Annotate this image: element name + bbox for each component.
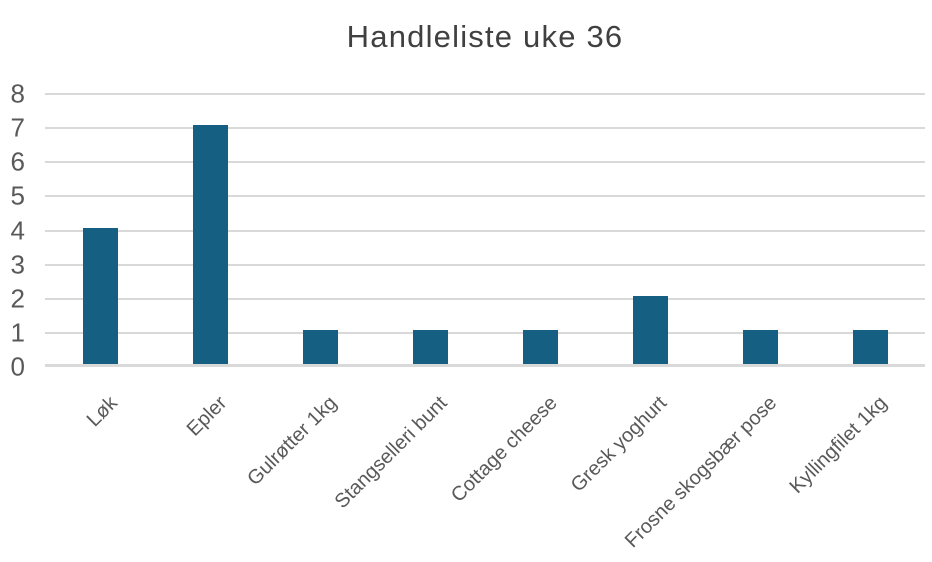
y-tick-label: 4 [10, 214, 25, 245]
y-tick-label: 1 [10, 317, 25, 348]
bar-gulrøtter-1kg [302, 329, 338, 364]
x-category-label: Stangselleri bunt [330, 392, 452, 513]
bar-kyllingfilet-1kg [852, 329, 888, 364]
gridline [45, 263, 925, 266]
x-category-label: Gresk yoghurt [567, 392, 672, 497]
gridline [45, 93, 925, 95]
bar-epler [192, 125, 228, 364]
gridline [45, 195, 925, 198]
y-tick-label: 7 [10, 112, 25, 143]
gridline [45, 297, 925, 300]
bar-løk [82, 227, 118, 364]
x-category-label: Cottage cheese [446, 392, 562, 507]
x-category-label: Gulrøtter 1kg [243, 392, 342, 491]
y-tick-label: 5 [10, 180, 25, 211]
gridline [45, 161, 925, 164]
bar-frosne-skogsbær-pose [742, 329, 778, 364]
bar-gresk-yoghurt [632, 295, 668, 364]
y-tick-label: 3 [10, 249, 25, 280]
bar-stangselleri-bunt [412, 329, 448, 364]
x-axis: Løk Epler Gulrøtter 1kg Stangselleri bunt Co… [0, 367, 932, 562]
gridline [45, 127, 925, 130]
x-category-label: Epler [182, 392, 232, 441]
bar-cottage-cheese [522, 329, 558, 364]
y-tick-label: 6 [10, 146, 25, 177]
y-tick-label: 8 [10, 78, 25, 109]
gridline [45, 229, 925, 232]
y-tick-label: 0 [10, 351, 25, 382]
gridline [45, 331, 925, 334]
y-tick-label: 2 [10, 283, 25, 314]
plot-area [45, 93, 925, 367]
x-category-label: Kyllingfilet 1kg [785, 392, 892, 498]
x-axis-line [45, 364, 925, 367]
x-category-label: Løk [82, 392, 122, 432]
chart-title: Handleliste uke 36 [346, 19, 624, 54]
